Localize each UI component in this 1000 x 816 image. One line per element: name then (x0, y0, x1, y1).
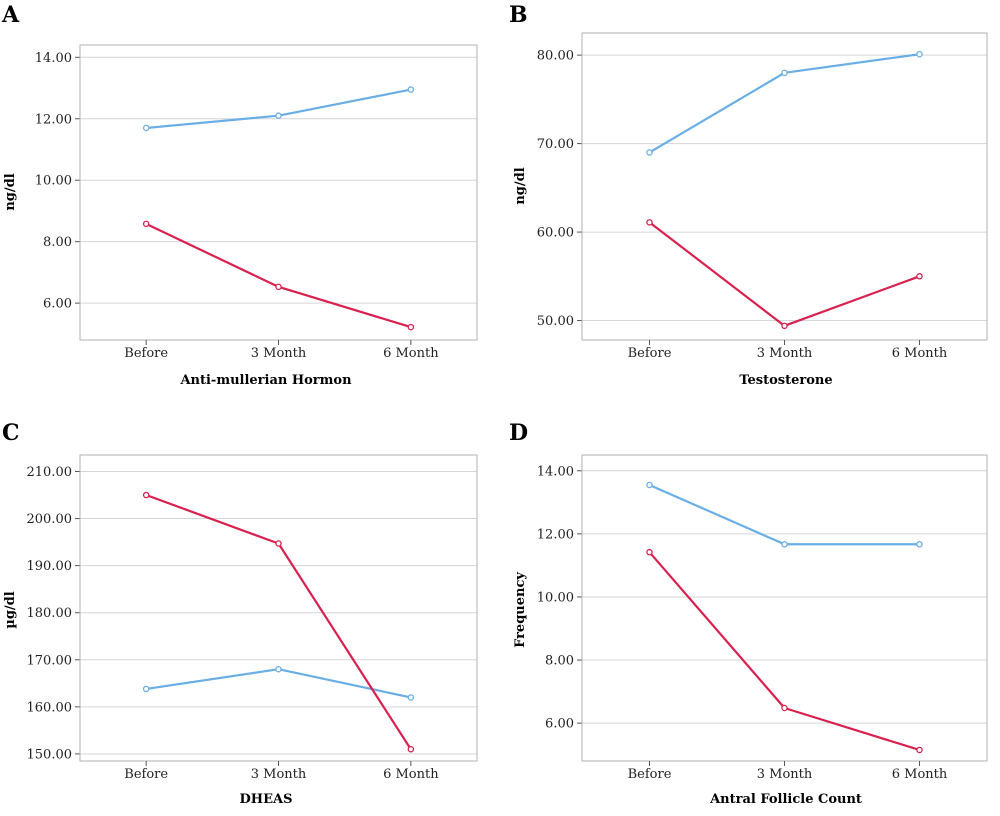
y-tick-label: 8.00 (43, 235, 72, 250)
series-line-2 (648, 551, 920, 752)
panel-letter: D (509, 420, 528, 446)
series-line-2 (145, 222, 412, 329)
x-axis-title: Testosterone (739, 373, 832, 388)
data-point (916, 746, 923, 754)
data-point (142, 124, 150, 132)
data-point (275, 540, 282, 547)
y-tick-label: 180.00 (27, 606, 73, 621)
y-tick-label: 14.00 (537, 464, 574, 479)
x-axis-title: DHEAS (240, 792, 293, 807)
y-tick-label: 6.00 (43, 297, 72, 312)
y-tick-label: 210.00 (27, 465, 73, 480)
data-point (781, 322, 788, 330)
series-line-1 (649, 483, 920, 546)
data-point (407, 86, 415, 93)
data-point (275, 112, 282, 119)
x-axis-title: Antral Follicle Count (709, 792, 862, 807)
panel-letter: C (2, 420, 20, 446)
data-point (142, 220, 150, 228)
x-tick-label: 6 Month (892, 767, 948, 782)
panel-letter: A (1, 2, 20, 28)
series-line-1 (146, 668, 412, 699)
x-tick-label: Before (124, 767, 168, 782)
x-tick-label: Before (124, 346, 168, 361)
chart-panel-a: A 6.00 8.00 10.00 12.00 14.00 Before 3 Month 6 M… (1, 2, 478, 388)
data-point (407, 694, 415, 701)
y-tick-label: 10.00 (537, 590, 574, 605)
panel-letter: B (509, 2, 528, 28)
series-line-2 (648, 221, 920, 327)
data-point (781, 704, 788, 712)
x-axis-title: Anti-mullerian Hormon (179, 373, 352, 388)
series-line-1 (648, 53, 920, 154)
data-point (646, 149, 653, 156)
y-tick-label: 160.00 (27, 700, 73, 715)
y-axis-title: ng/dl (3, 173, 18, 210)
y-tick-label: 60.00 (537, 226, 574, 241)
x-tick-label: 3 Month (251, 767, 307, 782)
series-line-1 (146, 88, 412, 130)
y-tick-label: 80.00 (537, 49, 574, 64)
data-point (916, 50, 923, 58)
y-tick-label: 70.00 (537, 137, 574, 152)
x-tick-label: 3 Month (757, 767, 813, 782)
x-tick-label: 6 Month (383, 767, 439, 782)
plot-frame (581, 32, 988, 341)
x-tick-label: Before (628, 346, 672, 361)
y-tick-label: 12.00 (35, 112, 72, 127)
y-tick-label: 50.00 (537, 314, 574, 329)
y-tick-label: 14.00 (35, 51, 72, 66)
y-axis-title: ng/dl (513, 167, 528, 204)
chart-panel-d: D 6.00 8.00 10.00 12.00 14.00 Before 3 Month 6 M… (509, 420, 988, 807)
plot-frame (79, 454, 478, 762)
y-tick-label: 200.00 (27, 512, 73, 527)
y-tick-label: 150.00 (27, 747, 73, 762)
series-line-2 (145, 493, 412, 750)
y-axis-title: Frequency (513, 572, 528, 648)
data-point (275, 283, 282, 291)
data-point (916, 273, 923, 280)
data-point (781, 541, 788, 548)
x-tick-label: 3 Month (757, 346, 813, 361)
x-tick-label: 6 Month (892, 346, 948, 361)
data-point (781, 69, 788, 77)
data-point (646, 548, 653, 556)
chart-panel-b: B 50.00 60.00 70.00 80.00 Before 3 Month 6 Mont… (509, 2, 988, 388)
y-tick-label: 12.00 (537, 527, 574, 542)
data-point (646, 481, 653, 489)
plot-frame (581, 454, 988, 762)
chart-panel-c: C 150.00 160.00 170.00 180.00 190.00 200.00 210… (2, 420, 478, 807)
y-tick-label: 170.00 (27, 653, 73, 668)
data-point (407, 745, 415, 753)
data-point (916, 541, 923, 548)
data-point (646, 219, 653, 226)
plot-frame (79, 44, 478, 341)
x-tick-label: 6 Month (383, 346, 439, 361)
y-tick-label: 190.00 (27, 559, 73, 574)
data-point (142, 685, 150, 693)
y-tick-label: 6.00 (545, 717, 574, 732)
y-tick-label: 8.00 (545, 654, 574, 669)
data-point (275, 665, 282, 673)
y-tick-label: 10.00 (35, 174, 72, 189)
data-point (407, 323, 415, 331)
y-axis-title: µg/dl (3, 591, 18, 628)
x-tick-label: Before (628, 767, 672, 782)
data-point (142, 491, 150, 499)
x-tick-label: 3 Month (251, 346, 307, 361)
